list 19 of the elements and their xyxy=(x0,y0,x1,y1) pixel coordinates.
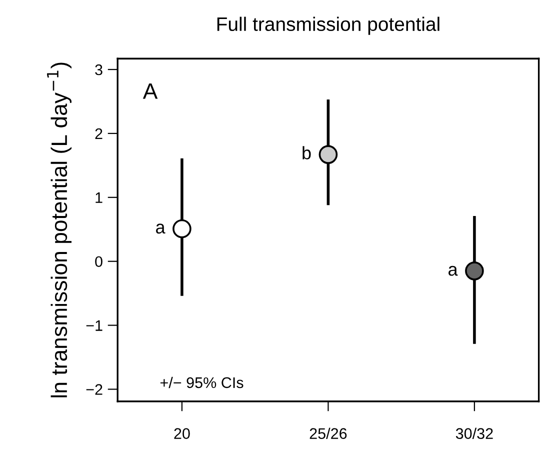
y-tick-label: 0 xyxy=(95,256,102,268)
point xyxy=(465,262,484,280)
x-tick-label: 25/26 xyxy=(310,428,347,439)
annotation: b xyxy=(302,146,311,160)
chart-title: Full transmission potential xyxy=(217,16,440,35)
y-tick-label: 3 xyxy=(95,64,102,76)
point xyxy=(318,145,338,164)
x-tick-label: 20 xyxy=(174,428,190,439)
annotation: a xyxy=(156,224,166,234)
y-tick-label: −2 xyxy=(86,384,102,395)
y-tick-label: 2 xyxy=(95,128,102,139)
annotation: +/− 95% CIs xyxy=(160,376,244,388)
point xyxy=(172,219,192,238)
annotation: A xyxy=(142,83,158,99)
y-tick-label: 1 xyxy=(96,192,102,203)
x-tick-label: 30/32 xyxy=(456,428,493,439)
y-axis-title: ln transmission potential (L day$^{−1}$) xyxy=(47,62,72,398)
annotation: a xyxy=(448,266,458,276)
y-tick-label: −1 xyxy=(86,320,102,331)
